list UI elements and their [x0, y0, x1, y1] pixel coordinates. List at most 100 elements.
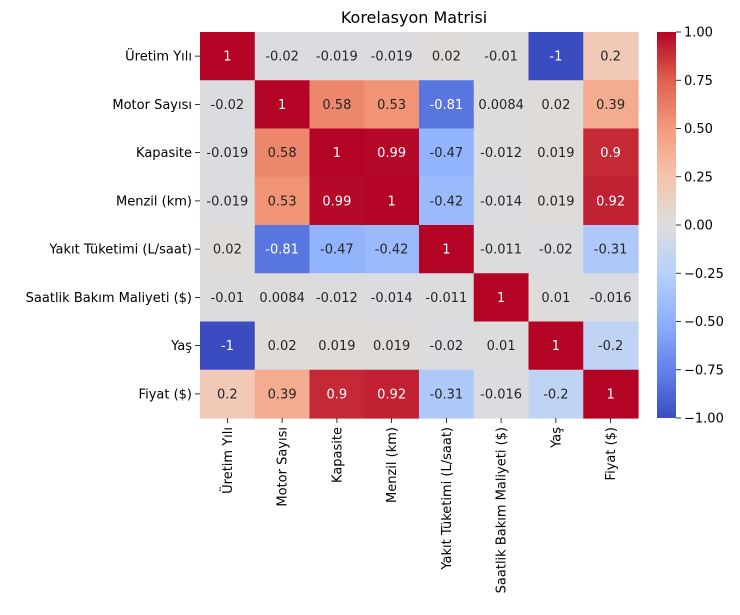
cell-value-label: -0.019 — [371, 50, 413, 65]
heatmap-cell — [364, 273, 420, 323]
heatmap-cell — [254, 128, 311, 178]
heatmap-cell — [364, 321, 420, 371]
heatmap-cell — [419, 369, 475, 419]
cell-value-label: -0.011 — [425, 291, 467, 306]
heatmap-cell — [583, 225, 639, 274]
cell-value-label: 1 — [387, 194, 395, 209]
heatmap-cell — [200, 273, 256, 323]
heatmap-cell — [583, 176, 639, 226]
cell-value-label: 0.0084 — [478, 98, 524, 113]
heatmap-cell — [473, 80, 530, 130]
heatmap-cell — [419, 128, 475, 178]
cell-value-label: 0.92 — [596, 194, 625, 209]
colorbar-tick-label: 0.00 — [684, 219, 713, 234]
cell-value-label: -0.016 — [590, 291, 632, 306]
cell-value-label: 0.02 — [213, 243, 242, 258]
colorbar-tick-label: −1.00 — [684, 412, 724, 427]
cell-value-label: -0.019 — [206, 146, 248, 161]
row-tick-label: Kapasite — [136, 146, 192, 161]
heatmap-cell — [528, 225, 584, 274]
heatmap-cell — [364, 32, 420, 81]
colorbar-tick-label: −0.50 — [684, 315, 724, 330]
cell-value-label: 1 — [278, 98, 286, 113]
cell-value-label: 0.0084 — [259, 291, 305, 306]
cell-value-label: 0.99 — [322, 194, 351, 209]
heatmap-cell — [309, 32, 365, 81]
heatmap-cell — [309, 273, 365, 323]
cell-value-label: 0.2 — [600, 50, 621, 65]
heatmap-cell — [309, 369, 365, 419]
heatmap-cell — [583, 273, 639, 323]
colorbar-tick-label: 1.00 — [684, 26, 713, 41]
heatmap-cell — [583, 32, 639, 81]
cell-value-label: -1 — [221, 339, 234, 354]
cell-value-label: 0.53 — [377, 98, 406, 113]
cell-value-label: 0.019 — [373, 339, 410, 354]
column-tick-label: Saatlik Bakım Maliyeti ($) — [495, 427, 510, 593]
heatmap-cell — [200, 369, 256, 419]
heatmap-cell — [309, 128, 365, 178]
heatmap-cell — [528, 176, 584, 226]
heatmap-cell — [254, 225, 311, 274]
cell-value-label: 1 — [497, 291, 505, 306]
heatmap-cell — [528, 369, 584, 419]
heatmap-cell — [364, 176, 420, 226]
heatmap-cell — [200, 321, 256, 371]
column-tick-label: Motor Sayısı — [276, 427, 291, 507]
heatmap-cell — [583, 128, 639, 178]
heatmap-cell — [528, 128, 584, 178]
heatmap-cells: 1 -0.02 -0.019 -0.019 0.02 -0.01 -1 0.2 -0.02 1 0.… — [200, 32, 639, 419]
cell-value-label: -0.011 — [480, 243, 522, 258]
cell-value-label: -0.012 — [480, 146, 522, 161]
heatmap-cell — [419, 321, 475, 371]
cell-value-label: -0.02 — [539, 243, 573, 258]
cell-value-label: -0.42 — [375, 243, 409, 258]
heatmap-cell — [254, 176, 311, 226]
heatmap-cell — [473, 176, 530, 226]
cell-value-label: 0.01 — [541, 291, 570, 306]
cell-value-label: -1 — [549, 50, 562, 65]
cell-value-label: -0.02 — [430, 339, 464, 354]
heatmap-cell — [364, 225, 420, 274]
cell-value-label: 0.01 — [487, 339, 516, 354]
column-tick-label: Fiyat ($) — [604, 427, 619, 480]
chart-title: Korelasyon Matrisi — [341, 8, 487, 27]
heatmap-cell — [473, 32, 530, 81]
colorbar: −1.00 −0.75 −0.50 −0.25 0.00 0.25 0.50 0.75 1.00 — [657, 26, 724, 427]
cell-value-label: -0.47 — [320, 243, 354, 258]
cell-value-label: 0.9 — [600, 146, 621, 161]
cell-value-label: 0.019 — [318, 339, 355, 354]
cell-value-label: 0.58 — [322, 98, 351, 113]
cell-value-label: -0.01 — [484, 50, 518, 65]
heatmap-cell — [364, 80, 420, 130]
cell-value-label: 1 — [606, 387, 614, 402]
cell-value-label: -0.012 — [316, 291, 358, 306]
column-tick-label: Kapasite — [330, 427, 345, 483]
cell-value-label: 0.019 — [537, 194, 574, 209]
cell-value-label: -0.019 — [206, 194, 248, 209]
heatmap-cell — [528, 321, 584, 371]
heatmap-cell — [364, 369, 420, 419]
cell-value-label: -0.47 — [430, 146, 464, 161]
cell-value-label: 1 — [223, 50, 231, 65]
row-tick-label: Saatlik Bakım Maliyeti ($) — [26, 291, 192, 306]
colorbar-tick-label: 0.50 — [684, 122, 713, 137]
heatmap-cell — [528, 32, 584, 81]
row-tick-label: Yakıt Tüketimi (L/saat) — [48, 243, 192, 258]
heatmap-cell — [364, 128, 420, 178]
cell-value-label: -0.81 — [265, 243, 299, 258]
cell-value-label: -0.2 — [543, 387, 568, 402]
colorbar-tick-label: 0.25 — [684, 170, 713, 185]
cell-value-label: 1 — [333, 146, 341, 161]
cell-value-label: -0.014 — [371, 291, 413, 306]
cell-value-label: -0.014 — [480, 194, 522, 209]
row-tick-label: Menzil (km) — [116, 194, 192, 209]
row-tick-label: Üretim Yılı — [125, 48, 192, 65]
heatmap-cell — [583, 321, 639, 371]
row-tick-label: Fiyat ($) — [139, 387, 192, 402]
column-tick-label: Yakıt Tüketimi (L/saat) — [440, 427, 455, 571]
cell-value-label: -0.31 — [430, 387, 464, 402]
cell-value-label: -0.02 — [265, 50, 299, 65]
cell-value-label: 0.02 — [541, 98, 570, 113]
